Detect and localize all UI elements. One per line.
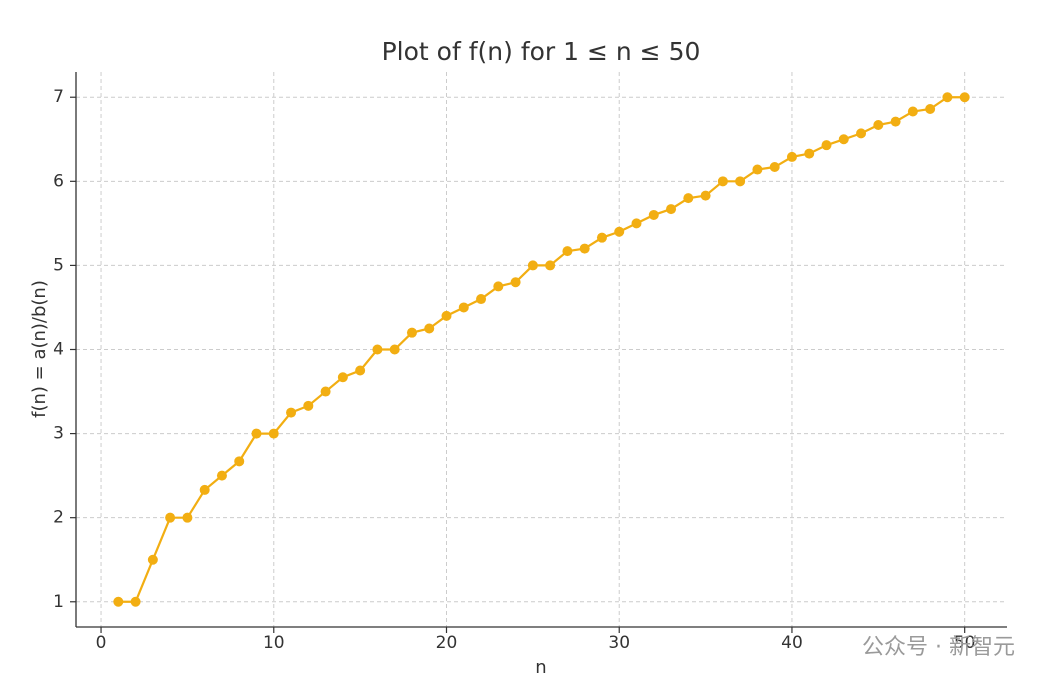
data-point	[268, 428, 279, 439]
data-point	[838, 134, 849, 145]
data-point	[821, 140, 832, 151]
data-point	[666, 204, 677, 215]
data-point	[476, 294, 487, 305]
plot-area: 1 2 3 4 5 6 7 0 10 20 30 40 50	[53, 72, 1007, 653]
x-tick-label: 30	[608, 633, 630, 653]
data-point	[493, 281, 504, 292]
data-point	[130, 596, 141, 607]
data-point	[441, 310, 452, 321]
data-point	[545, 260, 556, 271]
y-tick-label: 2	[53, 508, 64, 528]
data-point	[683, 193, 694, 204]
data-point	[199, 484, 210, 495]
y-tick-label: 4	[53, 340, 64, 360]
data-point	[579, 243, 590, 254]
data-point	[596, 232, 607, 243]
x-tick-label: 0	[96, 633, 107, 653]
data-point	[355, 365, 366, 376]
data-point	[942, 92, 953, 103]
data-point	[925, 104, 936, 114]
data-point	[890, 116, 901, 127]
data-point	[337, 372, 348, 383]
data-point	[786, 151, 797, 162]
y-axis-label: f(n) = a(n)/b(n)	[29, 280, 50, 418]
x-tick-label: 20	[436, 633, 458, 653]
x-axis-label: n	[535, 657, 546, 678]
data-point	[907, 106, 918, 117]
data-point	[251, 428, 262, 439]
data-point	[959, 92, 970, 103]
data-point	[769, 162, 780, 173]
data-point	[510, 277, 521, 288]
data-point	[752, 164, 763, 175]
data-point	[303, 400, 314, 411]
chart-title: Plot of f(n) for 1 ≤ n ≤ 50	[382, 37, 701, 66]
x-tick-label: 40	[781, 633, 803, 653]
data-point	[458, 302, 469, 313]
y-tick-label: 5	[53, 255, 64, 275]
data-point	[424, 323, 435, 334]
y-tick-label: 6	[53, 171, 64, 191]
data-point	[113, 596, 124, 607]
data-point	[648, 209, 659, 220]
y-tick-label: 7	[53, 87, 64, 107]
data-point	[320, 386, 331, 397]
data-point	[527, 260, 538, 271]
x-tick-label: 10	[263, 633, 285, 653]
y-tick-label: 1	[53, 592, 64, 612]
data-point	[562, 246, 573, 257]
data-point	[717, 176, 728, 187]
data-point	[700, 190, 711, 201]
watermark: 公众号 · 新智元	[862, 635, 1015, 660]
data-point	[614, 226, 625, 237]
data-point	[631, 218, 642, 229]
data-point	[856, 128, 867, 139]
data-point	[406, 327, 417, 338]
data-point	[182, 512, 193, 523]
y-tick-label: 3	[53, 424, 64, 444]
data-point	[165, 512, 176, 523]
data-point	[234, 456, 245, 467]
data-point	[735, 176, 746, 187]
data-point	[372, 344, 383, 355]
data-point	[147, 554, 158, 565]
data-point	[216, 470, 227, 481]
x-tick-label: 50	[954, 633, 976, 653]
data-point	[873, 119, 884, 130]
data-point	[804, 148, 815, 159]
data-point	[286, 407, 297, 418]
data-point	[389, 344, 400, 355]
